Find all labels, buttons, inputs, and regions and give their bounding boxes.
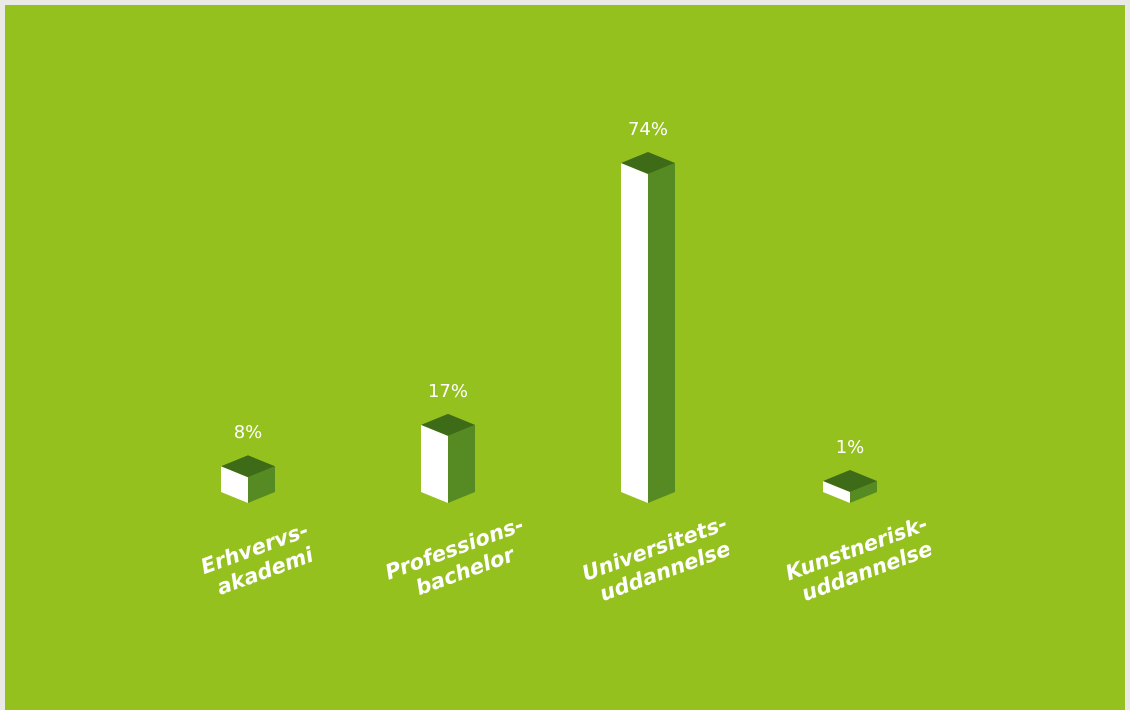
bar-value-label: 1%: [836, 437, 865, 458]
bar-front: [421, 424, 448, 503]
bar-side: [248, 466, 275, 503]
category-label: Erhvervs-akademi: [197, 518, 320, 603]
bar-value-label: 74%: [628, 119, 668, 140]
bar-front: [621, 163, 648, 503]
bar-side: [648, 163, 675, 503]
category-label: Professions-bachelor: [382, 512, 536, 608]
category-label: Universitets-uddannelse: [579, 511, 739, 609]
bar-side: [850, 481, 877, 503]
bar-front: [823, 481, 850, 503]
bar-front: [221, 466, 248, 503]
chart-frame: 8% Erhvervs-akademi 17% Professions-bachelo…: [5, 5, 1125, 710]
bar-chart: 8% Erhvervs-akademi 17% Professions-bachelo…: [197, 119, 939, 609]
bar-top: [621, 152, 675, 174]
bar-value-label: 17%: [428, 381, 468, 402]
bar-top: [823, 470, 877, 492]
bar-side: [448, 424, 475, 503]
bar-top: [221, 455, 275, 478]
bar-top: [421, 413, 475, 436]
bar-value-label: 8%: [234, 422, 263, 443]
category-label: Kunstnerisk-uddannelse: [782, 512, 939, 609]
